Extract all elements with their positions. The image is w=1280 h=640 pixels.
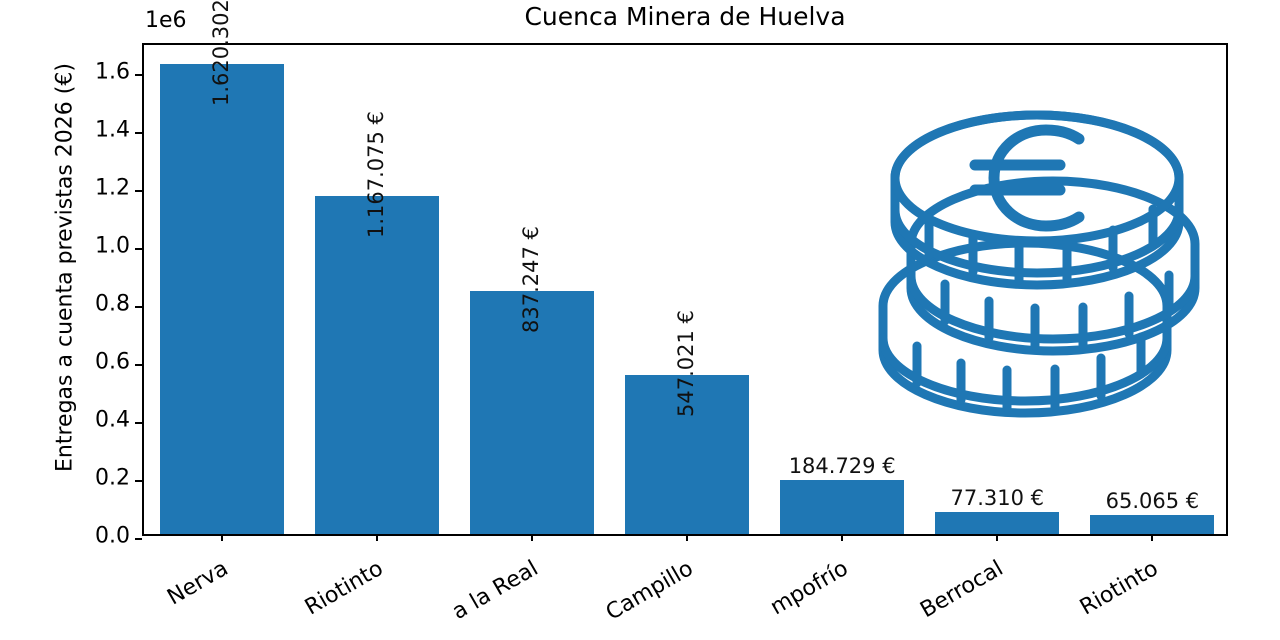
bar[interactable] xyxy=(159,64,284,534)
bar-value-label: 65.065 € xyxy=(1105,489,1200,514)
bar[interactable] xyxy=(935,511,1060,534)
bar-value-label: 184.729 € xyxy=(788,454,896,479)
bar[interactable] xyxy=(469,291,594,534)
x-axis-tick-mark xyxy=(996,534,999,541)
x-axis-tick-mark xyxy=(375,534,378,541)
y-axis-tick-mark xyxy=(135,480,142,482)
y-axis-tick-labels: 0.0 0.2 0.4 0.6 0.8 1.0 1.2 1.4 1.6 xyxy=(0,43,142,549)
x-axis-tick-mark xyxy=(220,534,223,541)
x-axis-tick-label: Nerva xyxy=(162,556,233,611)
y-axis-tick-label: 0.0 xyxy=(95,523,130,549)
bar[interactable] xyxy=(314,195,439,534)
y-axis-offset-text: 1e6 xyxy=(145,8,187,33)
y-axis-tick-label: 1.4 xyxy=(95,117,130,143)
chart-title: Cuenca Minera de Huelva xyxy=(524,2,846,31)
y-axis-tick-mark xyxy=(135,538,142,540)
bar-value-label: 837.247 € xyxy=(518,226,543,334)
y-axis-tick-mark xyxy=(135,190,142,192)
x-axis-tick-mark xyxy=(841,534,844,541)
plot-area: 1.620.302 € 1.167.075 € 837.247 € 547.021 €… xyxy=(135,0,1228,541)
y-axis-tick-label: 0.8 xyxy=(95,291,130,317)
y-axis-tick-mark xyxy=(135,306,142,308)
x-axis-tick-mark xyxy=(1151,534,1154,541)
x-axis-tick-labels: Nerva Riotinto a la Real Campillo mpofrío Ber… xyxy=(142,536,1228,640)
y-axis-tick-mark xyxy=(135,422,142,424)
x-axis-tick-mark xyxy=(530,534,533,541)
bar-value-label: 1.167.075 € xyxy=(363,110,388,238)
bar[interactable] xyxy=(624,375,750,534)
x-axis-tick-mark xyxy=(686,534,688,541)
y-axis-tick-mark xyxy=(135,74,142,76)
bar[interactable] xyxy=(1090,515,1215,534)
bars-container: 1.620.302 € 1.167.075 € 837.247 € 547.021 €… xyxy=(144,0,1226,534)
y-axis-tick-label: 0.4 xyxy=(95,407,130,433)
y-axis-tick-label: 0.2 xyxy=(95,465,130,491)
y-axis-tick-mark xyxy=(135,248,142,250)
y-axis-tick-label: 0.6 xyxy=(95,349,130,375)
y-axis-tick-label: 1.0 xyxy=(95,233,130,259)
y-axis-tick-mark xyxy=(135,364,142,366)
bar-value-label: 1.620.302 € xyxy=(208,0,233,107)
bar-value-label: 77.310 € xyxy=(950,485,1045,510)
y-axis-tick-label: 1.2 xyxy=(95,175,130,201)
y-axis-tick-mark xyxy=(135,132,142,134)
bar[interactable] xyxy=(780,480,905,534)
bar-value-label: 547.021 € xyxy=(674,310,698,418)
y-axis-tick-label: 1.6 xyxy=(95,59,130,85)
